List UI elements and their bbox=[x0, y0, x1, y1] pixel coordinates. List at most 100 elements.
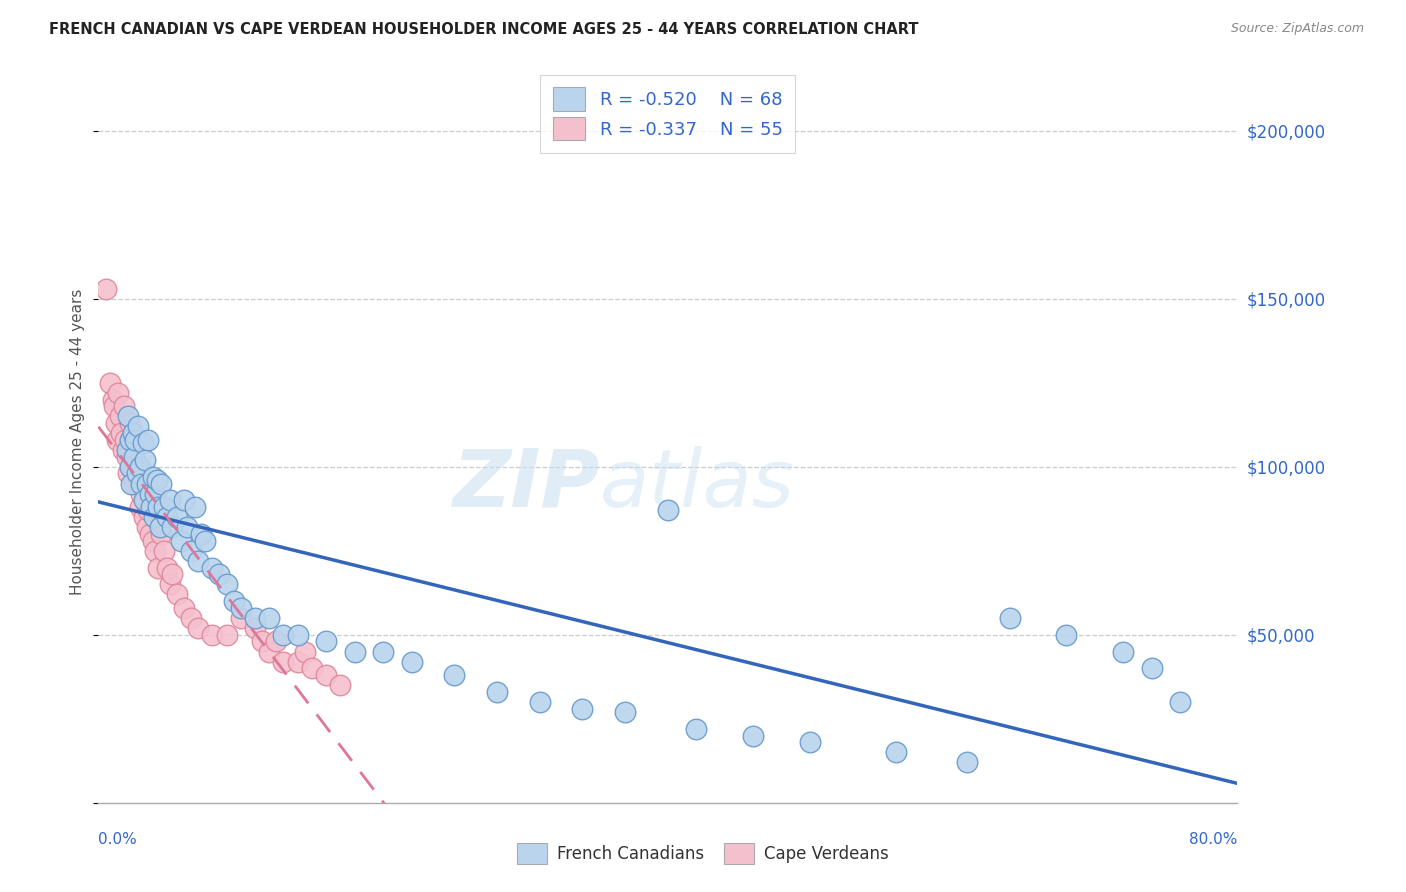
Point bbox=[159, 577, 181, 591]
Point bbox=[215, 628, 238, 642]
Point bbox=[122, 442, 145, 457]
Point bbox=[129, 486, 152, 500]
Point bbox=[115, 442, 138, 457]
Point bbox=[229, 600, 252, 615]
Point bbox=[118, 433, 141, 447]
Point bbox=[243, 611, 266, 625]
Point bbox=[153, 543, 176, 558]
Point bbox=[173, 600, 195, 615]
Point bbox=[120, 476, 142, 491]
Point bbox=[128, 500, 150, 514]
Point bbox=[657, 503, 679, 517]
Text: FRENCH CANADIAN VS CAPE VERDEAN HOUSEHOLDER INCOME AGES 25 - 44 YEARS CORRELATIO: FRENCH CANADIAN VS CAPE VERDEAN HOUSEHOL… bbox=[49, 22, 918, 37]
Point bbox=[141, 533, 163, 548]
Point bbox=[243, 621, 266, 635]
Point bbox=[107, 385, 129, 400]
Point bbox=[117, 409, 139, 424]
Point bbox=[884, 745, 907, 759]
Point bbox=[529, 695, 551, 709]
Point bbox=[273, 655, 295, 669]
Point bbox=[315, 634, 337, 648]
Point bbox=[134, 493, 156, 508]
Point bbox=[301, 661, 323, 675]
Point bbox=[742, 729, 765, 743]
Point bbox=[131, 436, 153, 450]
Point bbox=[117, 467, 139, 481]
Point bbox=[156, 560, 179, 574]
Point bbox=[229, 611, 252, 625]
Point bbox=[129, 476, 152, 491]
Point bbox=[194, 533, 217, 548]
Point bbox=[118, 459, 141, 474]
Point bbox=[1140, 661, 1163, 675]
Point bbox=[180, 543, 202, 558]
Point bbox=[180, 611, 202, 625]
Point bbox=[685, 722, 707, 736]
Point bbox=[104, 416, 127, 430]
Point bbox=[125, 467, 148, 481]
Point bbox=[108, 409, 131, 424]
Point bbox=[142, 510, 165, 524]
Point bbox=[125, 459, 148, 474]
Point bbox=[121, 459, 143, 474]
Point bbox=[443, 668, 465, 682]
Point bbox=[343, 644, 366, 658]
Point bbox=[131, 476, 153, 491]
Legend: R = -0.520    N = 68, R = -0.337    N = 55: R = -0.520 N = 68, R = -0.337 N = 55 bbox=[540, 75, 796, 153]
Point bbox=[1170, 695, 1192, 709]
Point bbox=[128, 459, 150, 474]
Point bbox=[124, 433, 146, 447]
Point bbox=[159, 493, 181, 508]
Point bbox=[148, 500, 170, 514]
Point bbox=[287, 628, 309, 642]
Point bbox=[401, 655, 423, 669]
Point bbox=[149, 520, 172, 534]
Point bbox=[173, 493, 195, 508]
Point bbox=[134, 453, 156, 467]
Point bbox=[259, 644, 281, 658]
Text: atlas: atlas bbox=[599, 446, 794, 524]
Text: 80.0%: 80.0% bbox=[1189, 831, 1237, 847]
Point bbox=[103, 399, 125, 413]
Point bbox=[101, 392, 124, 407]
Point bbox=[156, 510, 179, 524]
Point bbox=[187, 554, 209, 568]
Point bbox=[799, 735, 821, 749]
Point bbox=[571, 702, 593, 716]
Point bbox=[215, 577, 238, 591]
Point bbox=[1112, 644, 1135, 658]
Text: 0.0%: 0.0% bbox=[98, 831, 138, 847]
Point bbox=[266, 634, 288, 648]
Point bbox=[329, 678, 352, 692]
Point bbox=[124, 433, 146, 447]
Point bbox=[315, 668, 337, 682]
Point bbox=[115, 450, 138, 464]
Point bbox=[122, 450, 145, 464]
Point bbox=[166, 510, 188, 524]
Point bbox=[94, 282, 117, 296]
Point bbox=[120, 442, 142, 457]
Point bbox=[112, 399, 135, 413]
Point bbox=[373, 644, 395, 658]
Point bbox=[118, 416, 141, 430]
Point bbox=[135, 520, 157, 534]
Point bbox=[127, 476, 149, 491]
Point bbox=[122, 476, 145, 491]
Point bbox=[145, 486, 167, 500]
Point bbox=[259, 611, 281, 625]
Text: Source: ZipAtlas.com: Source: ZipAtlas.com bbox=[1230, 22, 1364, 36]
Point bbox=[150, 527, 173, 541]
Point bbox=[148, 560, 170, 574]
Point bbox=[121, 426, 143, 441]
Point bbox=[287, 655, 309, 669]
Point bbox=[162, 520, 184, 534]
Point bbox=[184, 500, 207, 514]
Point bbox=[135, 476, 157, 491]
Point bbox=[273, 628, 295, 642]
Point bbox=[201, 628, 224, 642]
Point bbox=[208, 567, 231, 582]
Point bbox=[145, 543, 167, 558]
Point bbox=[1056, 628, 1078, 642]
Point bbox=[132, 493, 155, 508]
Point bbox=[614, 705, 637, 719]
